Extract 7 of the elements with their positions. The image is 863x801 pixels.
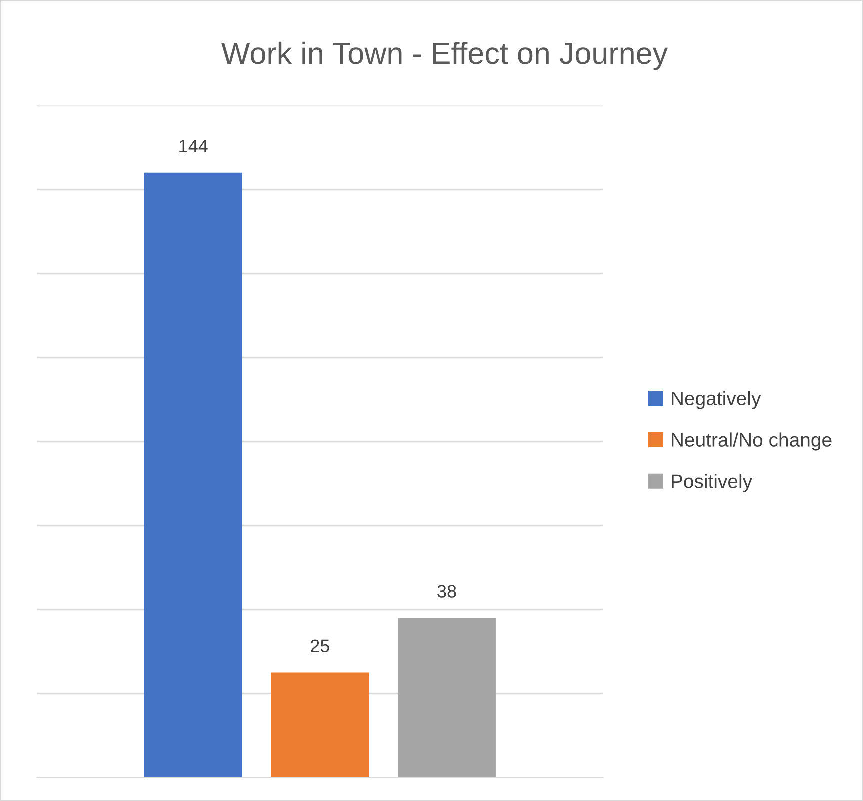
chart-title: Work in Town - Effect on Journey [222,42,668,70]
legend-label: Negatively [672,391,762,410]
legend-label: Neutral/No change [672,432,832,451]
data-label: 144 [180,140,208,153]
data-label: 38 [438,585,456,598]
data-label: 25 [311,640,330,653]
legend-label: Positively [672,474,753,492]
